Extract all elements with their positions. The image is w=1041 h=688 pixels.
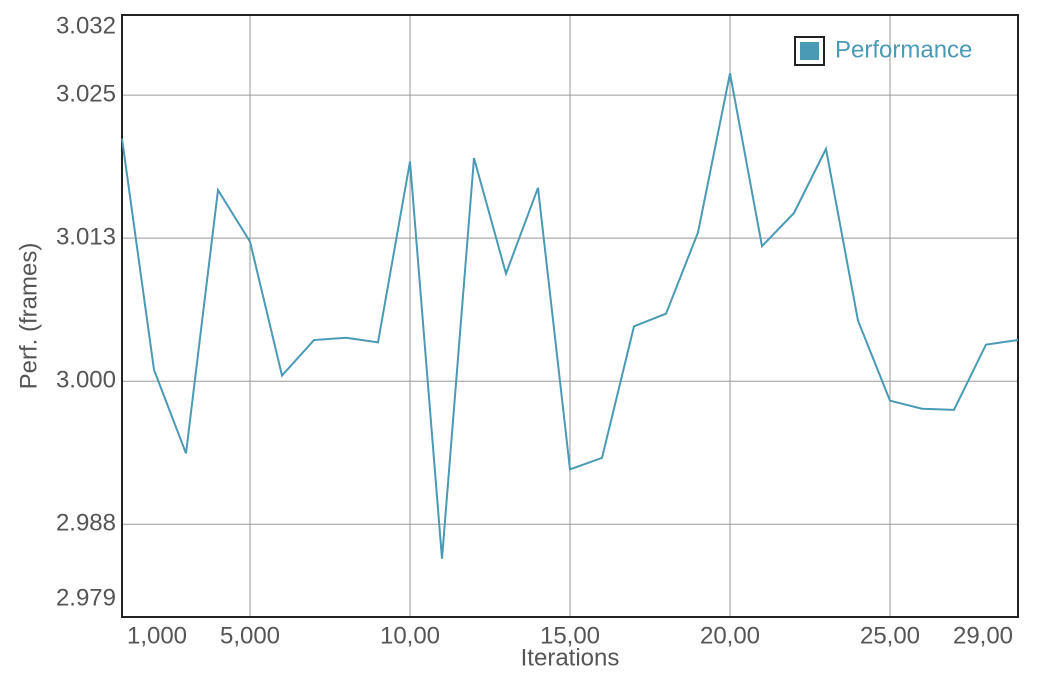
y-tick-label: 3.032 [56, 12, 116, 39]
x-axis-title: Iterations [521, 644, 620, 671]
legend-swatch [800, 42, 819, 60]
x-tick-label: 29,00 [953, 622, 1013, 649]
x-tick-label: 1,000 [127, 622, 187, 649]
legend-box [794, 36, 825, 66]
data-line [121, 73, 1019, 559]
legend-label: Performance [835, 36, 972, 63]
x-tick-label: 20,00 [700, 622, 760, 649]
y-tick-label: 3.025 [56, 80, 116, 107]
y-axis-title: Perf. (frames) [15, 243, 42, 390]
y-tick-label: 2.979 [56, 584, 116, 611]
x-tick-label: 10,00 [380, 622, 440, 649]
y-tick-label: 3.013 [56, 224, 116, 251]
plot-frame [121, 14, 1019, 618]
y-tick-label: 2.988 [56, 510, 116, 537]
y-tick-label: 3.000 [56, 367, 116, 394]
x-tick-label: 15,00 [540, 622, 600, 649]
x-tick-label: 5,000 [220, 622, 280, 649]
x-tick-label: 25,00 [860, 622, 920, 649]
